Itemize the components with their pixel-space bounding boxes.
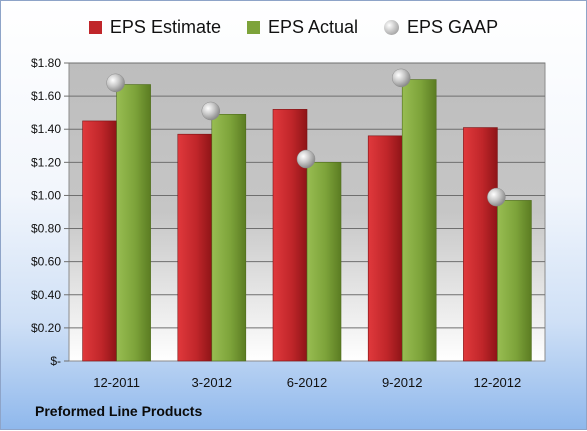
legend-label-gaap: EPS GAAP (407, 17, 499, 37)
x-tick-label: 3-2012 (192, 375, 232, 390)
legend-label-actual: EPS Actual (267, 17, 359, 37)
bar-eps-actual (401, 79, 437, 362)
bar-eps-actual (306, 162, 342, 362)
y-tick-label: $1.00 (31, 188, 61, 202)
y-tick-label: $0.20 (31, 321, 61, 335)
y-tick-label: $0.40 (31, 288, 61, 302)
bar-eps-estimate (82, 120, 117, 362)
x-tick-label: 9-2012 (382, 375, 422, 390)
bar-eps-estimate (367, 135, 403, 362)
chart-legend: EPS Estimate EPS Actual EPS GAAP (1, 17, 586, 38)
marker-eps-gaap (487, 187, 506, 207)
marker-eps-gaap (391, 68, 411, 88)
bar-eps-actual (497, 200, 532, 362)
company-name: Preformed Line Products (35, 403, 203, 419)
y-tick-label: $0.60 (31, 255, 61, 269)
y-tick-label: $1.20 (31, 155, 61, 169)
legend-item-actual: EPS Actual (246, 17, 359, 38)
x-tick-label: 12-2011 (93, 375, 140, 390)
x-tick-label: 6-2012 (287, 375, 327, 390)
y-tick-label: $1.80 (31, 56, 61, 70)
y-tick-label: $0.80 (31, 222, 61, 236)
bar-eps-actual (116, 84, 151, 362)
legend-swatch-actual (246, 21, 260, 34)
y-tick-label: $- (50, 354, 61, 368)
marker-eps-gaap (201, 101, 221, 121)
bar-eps-estimate (463, 127, 498, 362)
legend-item-estimate: EPS Estimate (88, 17, 221, 38)
legend-item-gaap: EPS GAAP (384, 17, 498, 38)
bar-eps-estimate (177, 133, 213, 362)
bar-eps-actual (211, 114, 247, 362)
marker-eps-gaap (296, 149, 316, 169)
legend-marker-gaap (384, 20, 400, 35)
legend-swatch-estimate (88, 21, 102, 34)
bar-eps-estimate (272, 109, 308, 362)
x-tick-label: 12-2012 (474, 375, 522, 390)
y-tick-label: $1.40 (31, 122, 61, 136)
y-tick-label: $1.60 (31, 89, 61, 103)
marker-eps-gaap (106, 73, 125, 93)
legend-label-estimate: EPS Estimate (109, 17, 221, 37)
